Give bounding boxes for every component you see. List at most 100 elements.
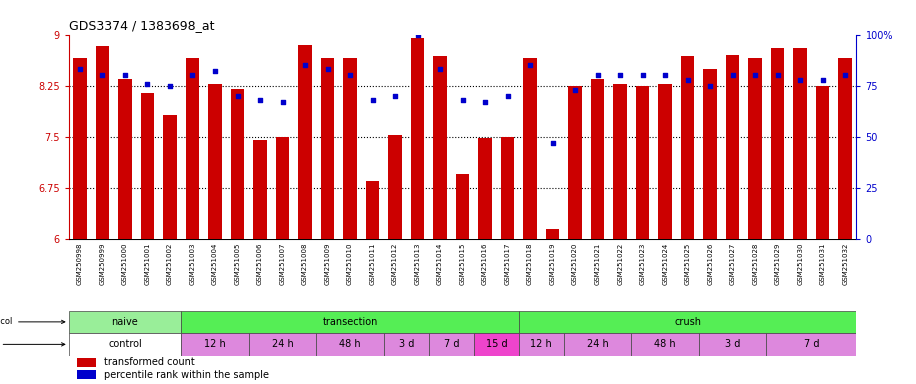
Point <box>478 99 493 105</box>
Text: 48 h: 48 h <box>339 339 361 349</box>
Point <box>725 73 740 79</box>
Text: 24 h: 24 h <box>272 339 293 349</box>
Text: GSM251024: GSM251024 <box>662 243 668 285</box>
Text: GSM251007: GSM251007 <box>279 243 286 285</box>
Text: transformed count: transformed count <box>104 358 195 367</box>
Text: 12 h: 12 h <box>530 339 552 349</box>
FancyBboxPatch shape <box>429 333 474 356</box>
Point <box>703 83 717 89</box>
Bar <box>388 136 402 239</box>
Point <box>658 73 672 79</box>
Text: GSM251022: GSM251022 <box>617 243 623 285</box>
Point <box>523 62 538 68</box>
Text: GSM251025: GSM251025 <box>684 243 691 285</box>
Point <box>298 62 312 68</box>
Text: GSM251009: GSM251009 <box>324 243 331 285</box>
FancyBboxPatch shape <box>518 311 856 333</box>
Bar <box>433 56 447 239</box>
Point <box>321 66 335 73</box>
Bar <box>816 86 830 239</box>
Point <box>140 81 155 87</box>
Bar <box>523 58 537 239</box>
Text: GSM251019: GSM251019 <box>550 243 556 285</box>
Point <box>636 73 650 79</box>
Text: GSM251012: GSM251012 <box>392 243 398 285</box>
Text: naive: naive <box>112 317 138 327</box>
Bar <box>659 84 672 239</box>
FancyBboxPatch shape <box>474 333 518 356</box>
Text: GSM251001: GSM251001 <box>145 243 150 285</box>
Point <box>793 76 808 83</box>
FancyBboxPatch shape <box>767 333 856 356</box>
Point <box>95 73 110 79</box>
Text: 7 d: 7 d <box>803 339 819 349</box>
FancyBboxPatch shape <box>69 311 181 333</box>
Text: crush: crush <box>674 317 701 327</box>
Text: GSM251013: GSM251013 <box>415 243 420 285</box>
Text: control: control <box>108 339 142 349</box>
Point <box>185 73 200 79</box>
Text: GDS3374 / 1383698_at: GDS3374 / 1383698_at <box>69 19 214 32</box>
Point <box>230 93 245 99</box>
FancyBboxPatch shape <box>181 333 249 356</box>
Point <box>410 31 425 38</box>
Bar <box>365 181 379 239</box>
Point <box>208 68 223 74</box>
Point <box>838 73 853 79</box>
Bar <box>546 229 560 239</box>
Bar <box>344 58 357 239</box>
Text: 48 h: 48 h <box>654 339 676 349</box>
Text: GSM251030: GSM251030 <box>797 243 803 285</box>
Text: GSM251018: GSM251018 <box>527 243 533 285</box>
Bar <box>253 140 267 239</box>
Bar <box>208 84 222 239</box>
Point <box>117 73 132 79</box>
Bar <box>748 58 762 239</box>
Bar <box>77 370 96 379</box>
Bar <box>771 48 784 239</box>
Bar <box>276 137 289 239</box>
Bar <box>141 93 154 239</box>
Point <box>275 99 289 105</box>
Text: GSM251029: GSM251029 <box>775 243 780 285</box>
Point <box>568 87 583 93</box>
Bar <box>703 69 717 239</box>
FancyBboxPatch shape <box>249 333 316 356</box>
Text: transection: transection <box>322 317 377 327</box>
Bar <box>681 56 694 239</box>
Point <box>590 73 605 79</box>
Bar <box>73 58 87 239</box>
Point <box>500 93 515 99</box>
Text: GSM251023: GSM251023 <box>639 243 646 285</box>
FancyBboxPatch shape <box>699 333 767 356</box>
Text: GSM251020: GSM251020 <box>572 243 578 285</box>
Text: GSM251005: GSM251005 <box>234 243 241 285</box>
Text: GSM251002: GSM251002 <box>167 243 173 285</box>
Bar <box>501 137 515 239</box>
Bar <box>118 79 132 239</box>
FancyBboxPatch shape <box>384 333 429 356</box>
Text: GSM251014: GSM251014 <box>437 243 443 285</box>
Point <box>365 97 380 103</box>
Point <box>387 93 402 99</box>
Text: GSM251028: GSM251028 <box>752 243 758 285</box>
Bar <box>636 86 649 239</box>
Text: GSM251031: GSM251031 <box>820 243 825 285</box>
Text: GSM251026: GSM251026 <box>707 243 714 285</box>
Text: GSM251000: GSM251000 <box>122 243 128 285</box>
Text: 7 d: 7 d <box>443 339 459 349</box>
Text: 3 d: 3 d <box>398 339 414 349</box>
Bar <box>568 86 582 239</box>
Point <box>343 73 357 79</box>
Point <box>770 73 785 79</box>
Point <box>815 76 830 83</box>
Point <box>455 97 470 103</box>
Text: protocol: protocol <box>0 318 65 326</box>
Text: GSM251004: GSM251004 <box>212 243 218 285</box>
Text: 12 h: 12 h <box>204 339 226 349</box>
Text: GSM251003: GSM251003 <box>190 243 195 285</box>
Point <box>432 66 447 73</box>
Point <box>613 73 627 79</box>
Text: GSM250998: GSM250998 <box>77 243 83 285</box>
Bar <box>95 46 109 239</box>
